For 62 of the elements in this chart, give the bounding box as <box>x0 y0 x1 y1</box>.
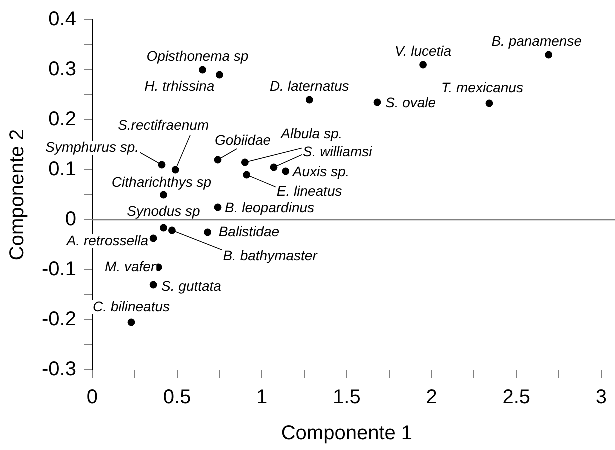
point <box>216 71 224 79</box>
y-tick-label: 0.4 <box>48 8 76 31</box>
point <box>282 168 290 176</box>
y-tick-label: -0.1 <box>42 258 76 281</box>
point <box>486 100 494 108</box>
x-tick-label: 1.5 <box>333 386 361 409</box>
series-label: S. guttata <box>162 278 222 294</box>
point <box>214 156 222 164</box>
point <box>204 228 212 236</box>
point <box>150 281 158 289</box>
series-label: T. mexicanus <box>441 79 524 96</box>
point <box>128 318 136 326</box>
series-label: A. retrossella <box>66 232 149 248</box>
x-tick-label: 0.5 <box>163 386 192 409</box>
y-tick-label: 0.2 <box>48 108 76 131</box>
y-tick-label: 0.1 <box>48 158 76 181</box>
point <box>420 61 427 69</box>
series-label: H. trhissina <box>144 78 215 94</box>
y-axis-title: Componente 2 <box>6 129 29 261</box>
y-tick-label: -0.3 <box>42 358 76 381</box>
series-label: Symphurus sp. <box>46 138 140 155</box>
x-tick-label: 2 <box>426 386 438 409</box>
series-label: B. panamense <box>492 32 582 49</box>
point <box>160 191 168 199</box>
x-tick-label: 1 <box>256 386 268 409</box>
point <box>243 171 251 179</box>
point <box>545 51 553 59</box>
point <box>214 204 222 212</box>
point <box>158 161 166 169</box>
series-label: Opisthonema sp <box>146 48 249 64</box>
series-label: D. laternatus <box>270 78 350 94</box>
series-label: Citharichthys sp <box>112 174 212 190</box>
y-tick-label: -0.2 <box>42 308 76 331</box>
series-label: B. leopardinus <box>225 199 315 216</box>
point <box>374 98 382 106</box>
series-label: V. lucetia <box>395 42 452 59</box>
point <box>160 224 168 232</box>
x-tick-label: 2.5 <box>502 386 531 409</box>
series-label: M. vafer <box>105 258 157 274</box>
x-axis-title: Componente 1 <box>281 422 413 445</box>
series-label: Synodus sp <box>127 202 201 219</box>
point <box>172 166 180 174</box>
y-tick-label: 0.3 <box>48 58 76 81</box>
y-tick-label: 0 <box>65 208 76 231</box>
point <box>150 234 158 242</box>
series-label: Auxis sp. <box>292 163 350 180</box>
series-label: E. lineatus <box>276 182 342 199</box>
x-tick-label: 3 <box>596 386 607 409</box>
text: S.rectifraenum <box>118 116 210 133</box>
text: Albula sp. <box>280 125 343 142</box>
point <box>270 164 278 172</box>
x-tick-label: 0 <box>86 386 98 409</box>
series-label: S. ovale <box>385 94 436 110</box>
point <box>306 96 314 104</box>
series-label: S. williamsi <box>303 143 374 160</box>
series-label: C. bilineatus <box>92 298 170 314</box>
text: B. bathymaster <box>223 247 319 264</box>
point <box>168 226 176 234</box>
series-label: Gobiidae <box>215 132 272 148</box>
point <box>241 158 249 166</box>
point <box>199 66 206 74</box>
series-label: Balistidae <box>218 223 280 240</box>
